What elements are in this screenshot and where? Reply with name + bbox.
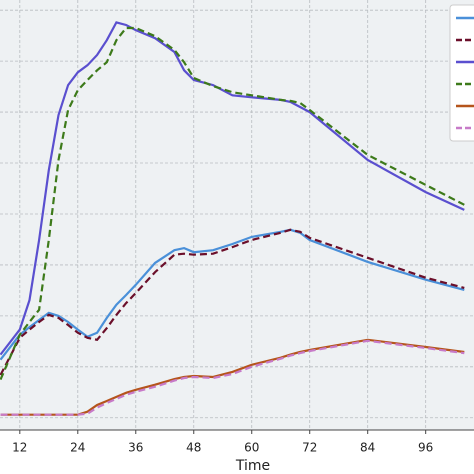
legend-box [449,4,474,142]
series-line [0,228,465,376]
x-tick-label: 72 [302,441,317,455]
x-tick-label: 96 [418,441,433,455]
plot-area [0,0,474,430]
x-tick-label: 24 [70,441,85,455]
x-tick-label: 60 [244,441,259,455]
x-axis-label: Time [235,458,270,474]
x-tick-label: 36 [128,441,143,455]
series-line [0,21,465,356]
x-tick-label: 48 [186,441,201,455]
x-tick-label: 12 [12,441,27,455]
x-tick-label: 84 [360,441,375,455]
series-line [0,338,465,416]
series-line [0,26,465,381]
